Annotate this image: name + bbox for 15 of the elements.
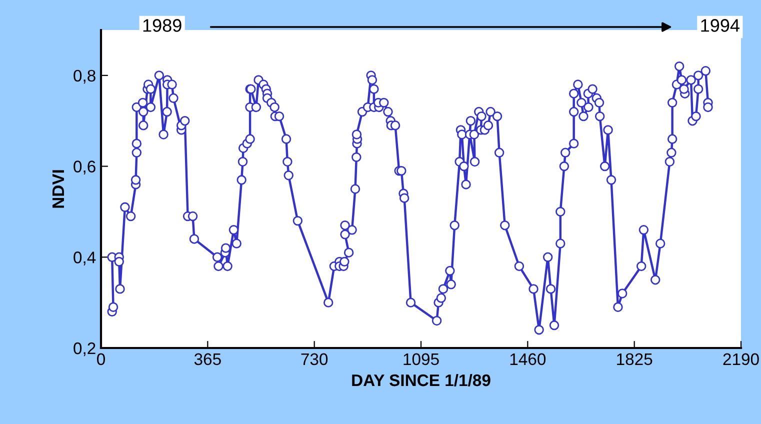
- y-tick-label: 0,6: [74, 160, 96, 174]
- y-tick-label: 0,2: [74, 342, 96, 356]
- y-tick-label: 0,4: [74, 252, 96, 266]
- annotation: 1989: [143, 19, 182, 32]
- x-axis-title: DAY SINCE 1/1/89: [352, 374, 490, 386]
- x-tick-label: 1460: [510, 353, 546, 366]
- x-tick-label: 1095: [404, 353, 439, 366]
- x-tick-label: 2190: [723, 353, 759, 366]
- x-tick-label: 730: [301, 353, 328, 366]
- y-tick-label: 0,8: [74, 70, 96, 84]
- y-axis-title: NDVI: [52, 170, 64, 208]
- x-tick-label: 0: [97, 353, 105, 366]
- x-tick-label: 1825: [617, 353, 652, 366]
- x-tick-label: 365: [194, 353, 221, 366]
- annotation: 1994: [701, 19, 740, 32]
